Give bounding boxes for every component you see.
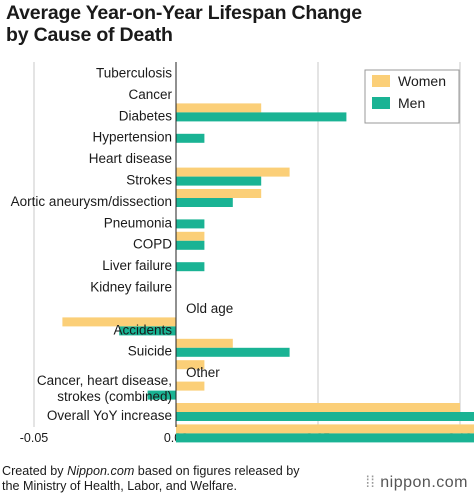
category-label: COPD xyxy=(133,237,172,252)
bar-women xyxy=(176,424,474,434)
bar-women xyxy=(176,231,205,241)
bar-women xyxy=(176,167,290,177)
bar-women xyxy=(176,338,233,348)
chart-title: Average Year-on-Year Lifespan Change by … xyxy=(6,2,362,46)
source-note: Created by Nippon.com based on figures r… xyxy=(2,464,300,494)
note-source-name: Nippon.com xyxy=(67,464,135,478)
bar-men xyxy=(176,262,205,272)
category-label: Hypertension xyxy=(92,130,172,145)
category-label: Cancer xyxy=(128,87,172,102)
bar-men xyxy=(147,390,176,400)
bar-women xyxy=(176,360,205,370)
bar-women xyxy=(176,103,262,113)
x-tick-label: -0.05 xyxy=(20,431,49,445)
legend-label-women: Women xyxy=(398,73,446,89)
bar-men xyxy=(176,133,205,143)
bar-men xyxy=(176,176,262,186)
category-label: Other xyxy=(186,365,220,380)
bar-men xyxy=(176,219,205,229)
category-label: Strokes xyxy=(126,173,172,188)
category-label: Diabetes xyxy=(119,108,173,123)
category-label: Old age xyxy=(186,301,233,316)
title-line-2: by Cause of Death xyxy=(6,24,173,46)
bar-men xyxy=(176,198,233,207)
note-line-2: the Ministry of Health, Labor, and Welfa… xyxy=(2,479,237,493)
category-label: Overall YoY increase xyxy=(47,408,172,423)
category-label: Heart disease xyxy=(89,151,172,166)
brand-text: nippon.com xyxy=(380,474,468,491)
category-label: Cancer, heart disease, xyxy=(37,373,172,388)
category-label: Kidney failure xyxy=(90,280,172,295)
bar-men xyxy=(176,433,474,443)
bar-men xyxy=(176,347,290,357)
category-label: strokes (combined) xyxy=(57,389,172,404)
category-label: Aortic aneurysm/dissection xyxy=(11,194,172,209)
bar-women xyxy=(176,189,262,198)
note-text: Created by xyxy=(2,464,68,478)
note-text-end: based on figures released by xyxy=(134,464,300,478)
bar-men xyxy=(119,326,176,336)
title-line-1: Average Year-on-Year Lifespan Change xyxy=(6,2,362,24)
bar-women xyxy=(176,381,205,391)
category-label: Tuberculosis xyxy=(96,66,172,81)
bar-women xyxy=(176,403,460,412)
brand-logo: ⁞⁞ nippon.com xyxy=(365,474,468,491)
bar-men xyxy=(176,240,205,250)
bar-men xyxy=(176,412,474,421)
bar-women xyxy=(62,317,176,327)
category-label: Pneumonia xyxy=(104,215,173,230)
legend-swatch-women xyxy=(372,75,390,87)
legend-label-men: Men xyxy=(398,95,425,111)
bar-men xyxy=(176,112,347,122)
category-label: Accidents xyxy=(113,322,172,337)
legend-swatch-men xyxy=(372,97,390,109)
category-label: Liver failure xyxy=(102,258,172,273)
category-label: Suicide xyxy=(128,344,172,359)
